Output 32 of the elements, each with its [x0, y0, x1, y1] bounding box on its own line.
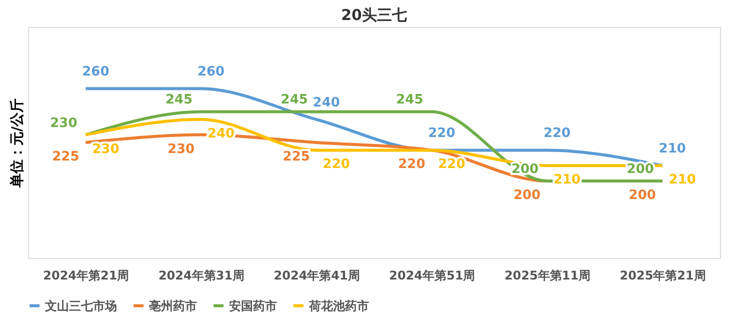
x-tick-label: 2025年第11周: [504, 268, 591, 282]
chart-title: 20头三七: [341, 6, 407, 24]
data-label: 245: [165, 92, 193, 108]
data-label: 260: [197, 64, 225, 80]
x-tick-label: 2024年第51周: [389, 268, 476, 282]
data-label: 230: [92, 142, 120, 157]
x-tick-label: 2025年第21周: [620, 268, 706, 282]
data-label: 230: [167, 142, 195, 157]
x-tick-label: 2024年第21周: [43, 268, 130, 282]
data-label: 230: [50, 116, 78, 131]
legend-label: 荷花池药市: [308, 298, 369, 313]
data-label: 240: [312, 95, 340, 110]
data-label: 220: [438, 157, 466, 172]
legend-label: 亳州药市: [149, 298, 197, 313]
data-label: 225: [282, 150, 310, 164]
data-label: 245: [280, 92, 308, 108]
legend-label: 文山三七市场: [44, 298, 117, 313]
legend-label: 安国药市: [229, 298, 277, 313]
data-label: 220: [543, 126, 571, 142]
data-label: 220: [428, 126, 456, 142]
x-tick-label: 2024年第41周: [274, 268, 360, 282]
data-label: 200: [513, 188, 541, 203]
data-label: 200: [628, 188, 656, 203]
data-label: 245: [396, 92, 424, 108]
data-label: 210: [668, 172, 696, 188]
data-label: 210: [658, 142, 686, 157]
data-label: 220: [322, 157, 350, 172]
data-label: 225: [52, 150, 80, 164]
x-tick-label: 2024年第31周: [158, 268, 245, 282]
y-axis-title: 单位：元/公斤: [8, 98, 26, 189]
data-label: 220: [398, 157, 426, 172]
data-label: 260: [82, 64, 110, 80]
